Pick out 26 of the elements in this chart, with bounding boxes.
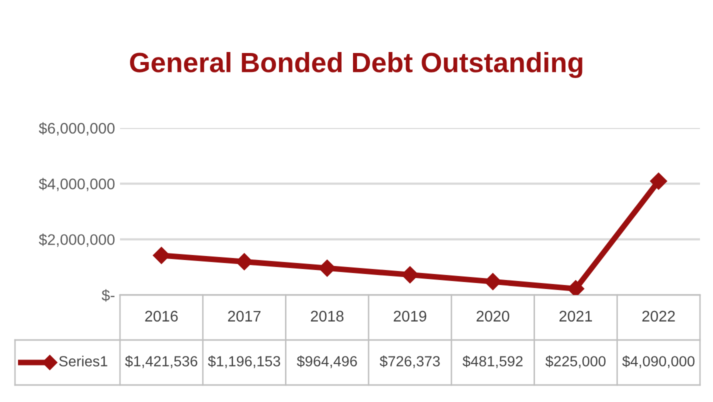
data-label: $964,496 [296,355,357,368]
chart-title: General Bonded Debt Outstanding [130,52,582,78]
point [152,246,170,264]
point [567,280,584,295]
data-label: $4,090,000 [622,355,694,368]
x-tick-label: 2019 [394,310,426,322]
y-tick-label: $4,000,000 [38,178,115,192]
x-tick-label: 2020 [476,310,510,322]
data-label: $726,373 [380,355,440,368]
point [650,172,668,190]
x-tick-label: 2018 [310,310,344,322]
y-tick-label: $6,000,000 [38,122,115,136]
legend-label: Series1 [59,356,108,366]
y-tick-label: $- [102,289,114,302]
x-tick-label: 2021 [559,310,592,322]
data-label: $481,592 [462,355,523,368]
y-tick-label: $2,000,000 [38,234,115,247]
x-tick-label: 2016 [145,310,178,322]
point [484,273,502,290]
x-tick-label: 2017 [228,310,261,322]
point [236,253,253,270]
x-tick-label: 2022 [642,310,675,322]
data-label: $1,196,153 [208,355,280,368]
point [318,260,336,277]
data-label: $225,000 [545,355,606,368]
data-label: $1,421,536 [125,355,198,368]
